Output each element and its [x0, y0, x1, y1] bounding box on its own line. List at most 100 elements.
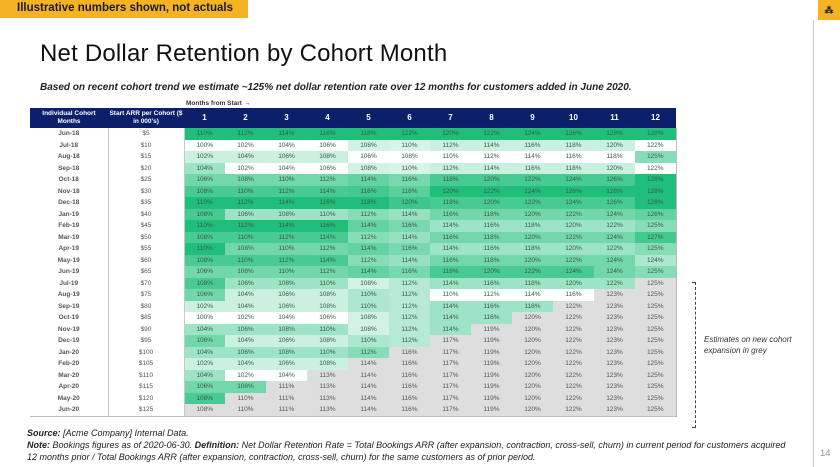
retention-cell: 122%	[594, 277, 635, 289]
retention-cell: 116%	[553, 151, 594, 163]
retention-cell: 116%	[307, 128, 348, 140]
retention-cell-estimate: 120%	[512, 369, 553, 381]
retention-cell: 122%	[512, 266, 553, 278]
retention-cell-estimate: 122%	[553, 300, 594, 312]
retention-cell-estimate: 119%	[471, 358, 512, 370]
retention-cell: 116%	[471, 243, 512, 255]
retention-cell: 108%	[307, 300, 348, 312]
cohort-month: Jun-18	[30, 128, 109, 140]
retention-cell-estimate: 113%	[307, 369, 348, 381]
cohort-month: Jun-19	[30, 266, 109, 278]
retention-cell: 108%	[225, 243, 266, 255]
retention-cell-estimate: 119%	[471, 369, 512, 381]
table-row: Mar-20 $110 104% 102% 104% 113% 114% 116% 117% 11…	[30, 369, 677, 381]
retention-cell: 118%	[471, 254, 512, 266]
retention-cell: 114%	[307, 185, 348, 197]
cohort-month: Jun-20	[30, 404, 109, 417]
retention-cell: 112%	[389, 300, 430, 312]
retention-cell: 106%	[266, 151, 307, 163]
cohort-month: Nov-19	[30, 323, 109, 335]
retention-cell: 112%	[307, 243, 348, 255]
table-row: Oct-18 $25 106% 108% 110% 112% 114% 116% 118% 120…	[30, 174, 677, 186]
header-month-8: 8	[471, 108, 512, 128]
retention-cell-estimate: 117%	[430, 369, 471, 381]
cohort-month: Feb-20	[30, 358, 109, 370]
retention-cell: 122%	[553, 254, 594, 266]
retention-cell: 114%	[512, 289, 553, 301]
retention-cell: 108%	[184, 277, 225, 289]
start-arr: $75	[108, 289, 185, 301]
estimates-note: Estimates on new cohort expansion in gre…	[704, 335, 792, 355]
retention-cell: 120%	[471, 197, 512, 209]
retention-cell: 106%	[266, 289, 307, 301]
retention-cell: 128%	[635, 197, 677, 209]
retention-cell: 114%	[430, 323, 471, 335]
retention-cell: 122%	[594, 243, 635, 255]
page-number: 14	[820, 448, 831, 459]
retention-cell: 126%	[553, 128, 594, 140]
retention-cell-estimate: 125%	[635, 358, 677, 370]
cohort-month: May-19	[30, 254, 109, 266]
retention-cell: 122%	[553, 208, 594, 220]
retention-cell: 118%	[430, 266, 471, 278]
retention-cell-estimate: 125%	[635, 346, 677, 358]
retention-cell: 128%	[635, 185, 677, 197]
retention-cell: 122%	[512, 197, 553, 209]
header-month-1: 1	[184, 108, 225, 128]
retention-cell: 108%	[348, 162, 389, 174]
retention-cell: 106%	[266, 358, 307, 370]
table-row: Jun-18 $5 110% 112% 114% 116% 118% 122% 120% 122%…	[30, 128, 677, 140]
retention-cell: 114%	[430, 300, 471, 312]
retention-cell: 108%	[266, 277, 307, 289]
retention-cell: 104%	[184, 162, 225, 174]
retention-cell: 116%	[471, 277, 512, 289]
retention-cell-estimate: 113%	[307, 392, 348, 404]
retention-cell: 110%	[348, 335, 389, 347]
retention-cell: 124%	[512, 185, 553, 197]
retention-cell: 120%	[389, 197, 430, 209]
source-label: Source:	[27, 428, 61, 438]
retention-cell: 125%	[635, 151, 677, 163]
retention-cell: 110%	[389, 139, 430, 151]
retention-cell: 104%	[184, 369, 225, 381]
retention-cell: 106%	[266, 335, 307, 347]
start-arr: $15	[108, 151, 185, 163]
definition-label: Definition:	[194, 440, 240, 450]
retention-cell-estimate: 122%	[553, 346, 594, 358]
retention-cell: 110%	[430, 289, 471, 301]
retention-cell: 104%	[266, 139, 307, 151]
retention-cell: 128%	[635, 128, 677, 140]
retention-cell: 124%	[553, 266, 594, 278]
retention-cell: 112%	[430, 139, 471, 151]
retention-cell: 112%	[225, 220, 266, 232]
retention-cell-estimate: 125%	[635, 369, 677, 381]
retention-cell: 108%	[266, 323, 307, 335]
retention-cell-estimate: 123%	[594, 404, 635, 417]
retention-cell: 112%	[266, 185, 307, 197]
retention-cell: 106%	[184, 381, 225, 393]
retention-cell-estimate: 113%	[307, 404, 348, 417]
retention-cell: 112%	[266, 254, 307, 266]
retention-cell: 108%	[307, 358, 348, 370]
start-arr: $25	[108, 174, 185, 186]
retention-cell-estimate: 120%	[512, 323, 553, 335]
retention-cell: 114%	[389, 254, 430, 266]
retention-cell: 118%	[553, 139, 594, 151]
retention-cell: 108%	[225, 266, 266, 278]
retention-cell: 125%	[635, 266, 677, 278]
start-arr: $85	[108, 312, 185, 324]
retention-cell: 116%	[471, 312, 512, 324]
right-divider	[813, 20, 814, 467]
disclaimer-text: Illustrative numbers shown, not actuals	[17, 2, 233, 14]
retention-cell: 112%	[389, 277, 430, 289]
retention-cell: 114%	[348, 220, 389, 232]
header-month-2: 2	[225, 108, 266, 128]
table-row: Nov-18 $30 108% 110% 112% 114% 116% 118% 120% 122…	[30, 185, 677, 197]
retention-cell: 122%	[471, 128, 512, 140]
retention-cell: 106%	[184, 335, 225, 347]
retention-cell: 116%	[389, 220, 430, 232]
header-month-6: 6	[389, 108, 430, 128]
cohort-month: Oct-19	[30, 312, 109, 324]
retention-cell: 120%	[471, 266, 512, 278]
retention-cell: 118%	[348, 128, 389, 140]
